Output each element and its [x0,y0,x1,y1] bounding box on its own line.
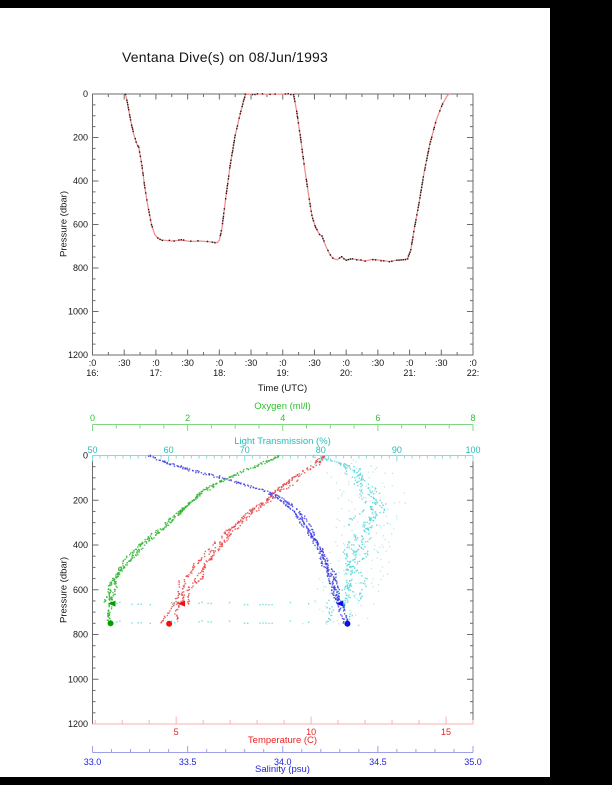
frame-right-bar [550,0,612,785]
frame-top-bar [0,0,612,8]
light-transmission-axis-title: Light Transmission (%) [234,436,331,447]
frame-bottom-bar [0,777,612,785]
page-title: Ventana Dive(s) on 08/Jun/1993 [122,49,329,65]
oxygen-axis-title: Oxygen (ml/l) [254,401,311,412]
pressure-axis-title-bottom: Pressure (dbar) [58,557,70,623]
temperature-axis-title: Temperature (C) [247,735,318,746]
salinity-axis-title: Salinity (psu) [255,764,310,775]
time-axis-title: Time (UTC) [257,383,308,394]
pressure-axis-title-top: Pressure (dbar) [58,191,70,257]
